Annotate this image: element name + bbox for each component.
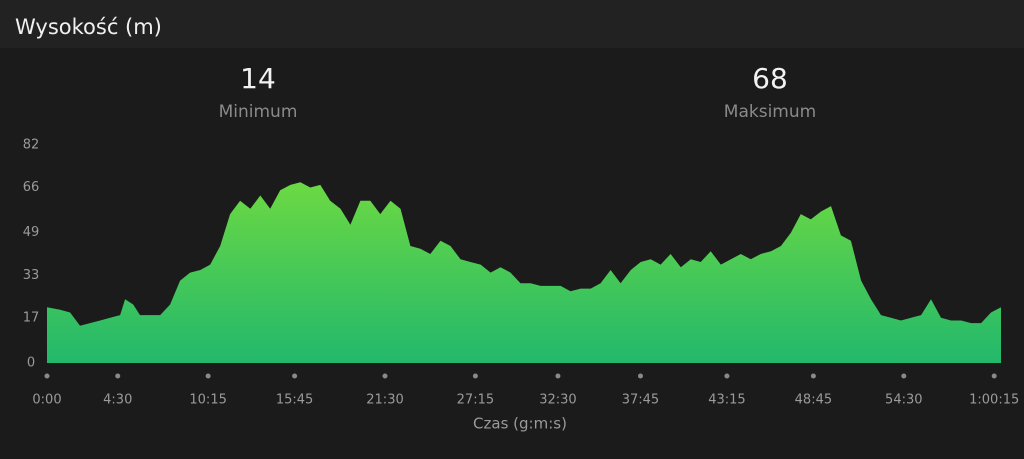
x-tick-dot bbox=[44, 373, 50, 379]
x-tick-label: 43:15 bbox=[708, 393, 745, 408]
y-tick-label: 33 bbox=[23, 268, 40, 283]
x-tick-label: 27:15 bbox=[457, 393, 494, 408]
x-tick-dot bbox=[724, 373, 730, 379]
x-tick-label: 15:45 bbox=[276, 393, 313, 408]
y-tick-label: 66 bbox=[23, 180, 40, 195]
x-tick-label: 37:45 bbox=[622, 393, 659, 408]
x-tick-dot bbox=[555, 373, 561, 379]
y-tick-label: 0 bbox=[27, 356, 35, 371]
x-tick-label: 10:15 bbox=[189, 393, 226, 408]
y-tick-label: 82 bbox=[23, 138, 40, 153]
x-tick-label: 4:30 bbox=[103, 393, 132, 408]
x-tick-dot bbox=[991, 373, 997, 379]
x-tick-label: 54:30 bbox=[885, 393, 922, 408]
x-tick-label: 32:30 bbox=[539, 393, 576, 408]
x-tick-dot bbox=[472, 373, 478, 379]
min-value: 14 bbox=[240, 62, 276, 95]
x-tick-label: 21:30 bbox=[366, 393, 403, 408]
x-tick-dot bbox=[901, 373, 907, 379]
x-tick-dot bbox=[205, 373, 211, 379]
elevation-area bbox=[47, 182, 1001, 363]
chart-title: Wysokość (m) bbox=[15, 15, 162, 39]
min-label: Minimum bbox=[219, 102, 298, 122]
x-tick-label: 1:00:15 bbox=[969, 393, 1019, 408]
x-tick-dot bbox=[810, 373, 816, 379]
x-tick-label: 0:00 bbox=[32, 393, 61, 408]
y-tick-label: 17 bbox=[23, 310, 40, 325]
x-tick-dot bbox=[115, 373, 121, 379]
x-tick-dot bbox=[637, 373, 643, 379]
x-tick-dot bbox=[382, 373, 388, 379]
max-value: 68 bbox=[752, 62, 788, 95]
x-axis-label: Czas (g:m:s) bbox=[473, 415, 567, 433]
max-label: Maksimum bbox=[724, 102, 816, 122]
x-tick-label: 48:45 bbox=[795, 393, 832, 408]
y-tick-label: 49 bbox=[23, 225, 40, 240]
x-tick-dot bbox=[292, 373, 298, 379]
header bbox=[0, 0, 1024, 48]
